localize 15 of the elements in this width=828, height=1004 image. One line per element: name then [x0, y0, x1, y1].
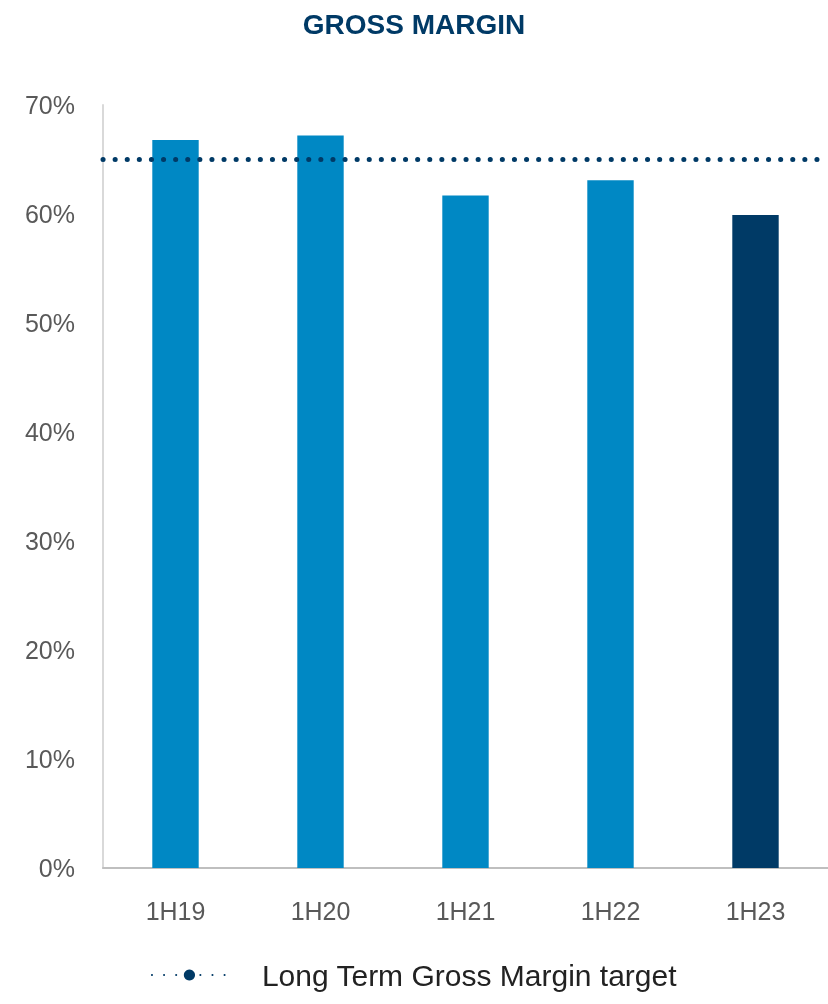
x-tick-label: 1H21 — [435, 896, 496, 925]
y-tick-label: 70% — [24, 91, 75, 119]
y-tick-label: 60% — [24, 200, 75, 228]
y-tick-label: 20% — [24, 636, 75, 664]
y-tick-label: 0% — [38, 854, 75, 882]
y-tick-label: 10% — [24, 745, 75, 773]
legend-label: Long Term Gross Margin target — [261, 958, 678, 992]
x-tick-label: 1H22 — [580, 896, 641, 925]
x-tick-label: 1H20 — [290, 896, 351, 925]
y-tick-label: 30% — [24, 527, 75, 555]
y-tick-label: 40% — [24, 418, 75, 446]
chart-title: GROSS MARGIN — [302, 8, 526, 40]
y-tick-label: 50% — [24, 309, 75, 337]
x-tick-label: 1H19 — [145, 896, 206, 925]
x-tick-label: 1H23 — [725, 896, 786, 925]
